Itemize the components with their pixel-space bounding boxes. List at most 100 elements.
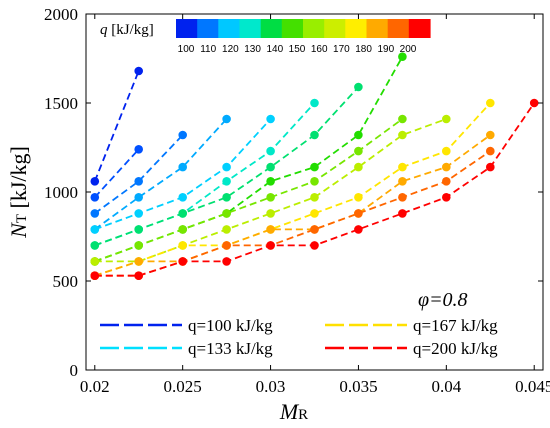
series-point-8-1	[134, 241, 143, 250]
colorbar-tick-7: 170	[333, 44, 350, 55]
x-tick-label-2: 0.03	[256, 377, 286, 396]
colorbar-ticks: 100 110 120 130 140 150 160 170 180 190 200	[178, 44, 417, 55]
colorbar-swatch-3	[239, 19, 262, 38]
series-point-6-6	[354, 82, 363, 92]
colorbar-tick-1: 110	[200, 44, 216, 55]
series-line-8	[94, 118, 403, 263]
colorbar-tick-6: 160	[311, 44, 328, 55]
series-point-10-6	[354, 193, 363, 202]
series-point-9-0	[90, 257, 100, 266]
series-point-12-5	[310, 225, 319, 234]
series-point-11-7	[398, 177, 407, 186]
colorbar-title-var: q	[100, 22, 108, 38]
series-point-7-6	[354, 130, 363, 140]
series-point-10-8	[442, 146, 451, 156]
x-axis-ticks: 0.02 0.025 0.03 0.035 0.04 0.045	[80, 14, 550, 396]
series-point-2-0	[90, 209, 100, 218]
series-point-11-1	[134, 257, 143, 266]
y-tick-label-1: 500	[53, 272, 79, 291]
legend-label-0: q=100 kJ/kg	[188, 316, 273, 335]
series-point-8-7	[398, 114, 407, 124]
series-point-9-5	[310, 193, 319, 202]
series-point-6-1	[134, 225, 143, 234]
series-point-13-9	[486, 162, 495, 172]
series-point-11-9	[486, 130, 495, 140]
series-line-0	[93, 70, 140, 182]
series-point-13-5	[310, 241, 319, 250]
series-point-13-8	[442, 193, 451, 202]
colorbar-title-unit: [kJ/kg]	[108, 22, 154, 38]
series-line-9	[94, 118, 447, 263]
series-point-11-4	[266, 225, 275, 234]
series-point-10-7	[398, 162, 407, 172]
legend: q=100 kJ/kg q=133 kJ/kg q=167 kJ/kg q=200 k…	[100, 316, 498, 358]
series-point-0-1	[134, 66, 143, 76]
y-axis-title-main: N	[6, 222, 31, 239]
series-point-13-10	[529, 98, 539, 108]
colorbar-swatch-5	[281, 19, 304, 38]
series-point-12-3	[222, 241, 231, 250]
colorbar-swatch-10	[387, 19, 410, 38]
series-point-13-3	[222, 257, 231, 266]
colorbar-title: q [kJ/kg]	[100, 22, 154, 38]
series-point-13-6	[354, 225, 363, 234]
series-point-6-3	[222, 193, 231, 202]
y-axis-title: NT [kJ/kg]	[6, 146, 31, 239]
colorbar-swatch-11	[408, 19, 431, 38]
y-tick-label-0: 0	[70, 361, 79, 380]
colorbar-tick-9: 190	[377, 44, 394, 55]
colorbar-tick-3: 130	[244, 44, 261, 55]
colorbar-tick-4: 140	[266, 44, 283, 55]
series-point-2-1	[134, 177, 143, 186]
colorbar: q [kJ/kg] 100 110 120 130 140 150 160 170 180 190…	[100, 19, 431, 55]
colorbar-swatch-4	[260, 19, 283, 38]
series-point-13-1	[134, 271, 143, 281]
colorbar-swatch-2	[218, 19, 241, 38]
colorbar-swatches	[176, 19, 431, 38]
series-point-3-1	[134, 193, 143, 202]
series-point-13-0	[90, 271, 100, 281]
colorbar-swatch-6	[303, 19, 325, 38]
series-line-7	[94, 56, 404, 263]
series-line-5	[94, 102, 316, 247]
colorbar-swatch-9	[366, 19, 389, 38]
y-axis-ticks: 0 500 1000 1500 2000	[44, 5, 543, 380]
series-point-1-0	[90, 193, 100, 202]
series-point-4-1	[134, 209, 143, 218]
series-point-8-2	[178, 225, 187, 234]
series-point-10-2	[178, 241, 187, 250]
x-axis-title: MR	[279, 399, 308, 424]
colorbar-tick-5: 150	[289, 44, 306, 55]
colorbar-tick-0: 100	[178, 44, 195, 55]
series-point-6-2	[178, 209, 187, 218]
x-tick-label-4: 0.04	[431, 377, 461, 396]
series-point-4-0	[90, 225, 100, 234]
series-line-11	[94, 134, 491, 277]
colorbar-swatch-7	[324, 19, 346, 38]
series-point-12-9	[486, 146, 495, 156]
colorbar-swatch-1	[197, 19, 219, 38]
series-point-10-9	[486, 98, 495, 108]
series-point-9-6	[354, 162, 363, 172]
legend-label-3: q=200 kJ/kg	[413, 339, 498, 358]
series-point-0-0	[90, 177, 100, 186]
colorbar-swatch-8	[345, 19, 368, 38]
series-point-13-7	[398, 209, 407, 218]
series-point-7-5	[310, 162, 319, 172]
series-point-10-5	[310, 209, 319, 218]
series-point-8-4	[266, 193, 275, 202]
y-axis-title-unit: [kJ/kg]	[6, 146, 31, 214]
phi-annotation: φ=0.8	[418, 289, 468, 311]
series-point-3-2	[178, 162, 187, 172]
colorbar-tick-8: 180	[355, 44, 372, 55]
series-point-4-2	[178, 193, 187, 202]
series-point-13-2	[178, 257, 187, 266]
series-point-12-8	[442, 177, 451, 186]
y-tick-label-2: 1000	[44, 183, 78, 202]
x-tick-label-5: 0.045	[515, 377, 550, 396]
series-line-10	[94, 102, 491, 277]
y-tick-label-3: 1500	[44, 94, 78, 113]
plot-points	[90, 52, 539, 281]
series-point-8-6	[354, 146, 363, 156]
